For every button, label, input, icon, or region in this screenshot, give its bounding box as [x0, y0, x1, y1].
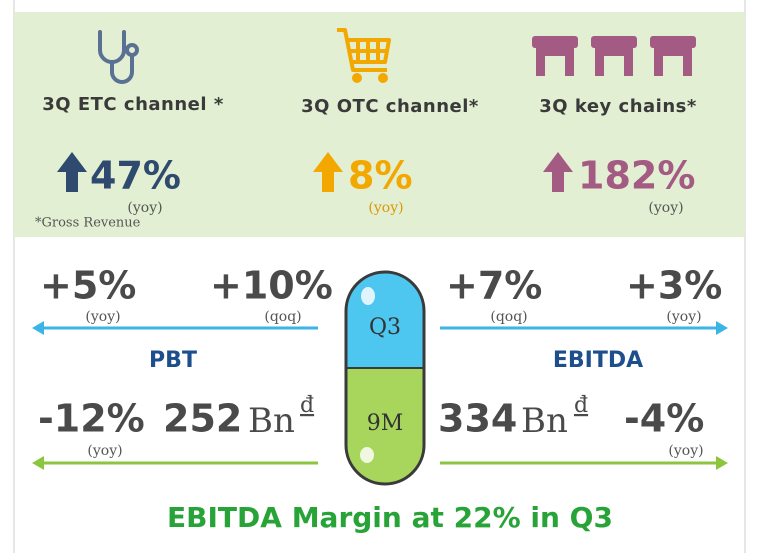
pbt-change: +5%: [40, 264, 136, 308]
footer-headline: EBITDA Margin at 22% in Q3: [167, 501, 613, 534]
channel-label: 3Q key chains*: [539, 96, 697, 117]
arrow-head: [716, 321, 728, 335]
pill: [344, 270, 426, 486]
period-note: (yoy): [87, 443, 122, 459]
up-arrow: [57, 152, 87, 192]
section-title: EBITDA: [553, 348, 643, 373]
pbt-change: +10%: [210, 264, 333, 308]
ebitda-change: -4%: [624, 397, 704, 441]
arrow-head: [32, 456, 44, 470]
pbt-change: -12%: [38, 397, 145, 441]
growth-value: 182%: [578, 154, 695, 198]
period-note: (yoy): [668, 443, 703, 459]
arrow-head: [716, 456, 728, 470]
period-note: (yoy): [368, 200, 403, 216]
currency: đ: [300, 393, 314, 418]
pill-label: 9M: [367, 411, 404, 436]
up-arrow: [543, 152, 573, 192]
unit: Bn: [521, 401, 568, 441]
growth-value: 47%: [90, 154, 181, 198]
up-arrow: [313, 152, 343, 192]
period-note: (yoy): [666, 309, 701, 325]
growth-value: 8%: [348, 154, 413, 198]
period-note: (qoq): [490, 309, 527, 325]
ebitda-amount: 334: [438, 397, 517, 441]
arrow-head: [32, 321, 44, 335]
cart-icon: [337, 28, 391, 83]
currency: đ: [574, 393, 588, 418]
channel-label: 3Q OTC channel*: [301, 96, 479, 117]
stethoscope-icon: [98, 30, 139, 84]
pill-label: Q3: [369, 315, 401, 340]
ebitda-change: +3%: [626, 264, 722, 308]
ebitda-change: +7%: [446, 264, 542, 308]
channel-label: 3Q ETC channel *: [42, 94, 224, 115]
shop-icons: [532, 36, 696, 76]
period-note: (yoy): [85, 309, 120, 325]
footnote: *Gross Revenue: [35, 216, 141, 231]
section-title: PBT: [149, 348, 197, 373]
period-note: (yoy): [648, 200, 683, 216]
pbt-amount: 252: [163, 397, 242, 441]
unit: Bn: [248, 401, 295, 441]
period-note: (yoy): [127, 200, 162, 216]
period-note: (qoq): [264, 309, 301, 325]
